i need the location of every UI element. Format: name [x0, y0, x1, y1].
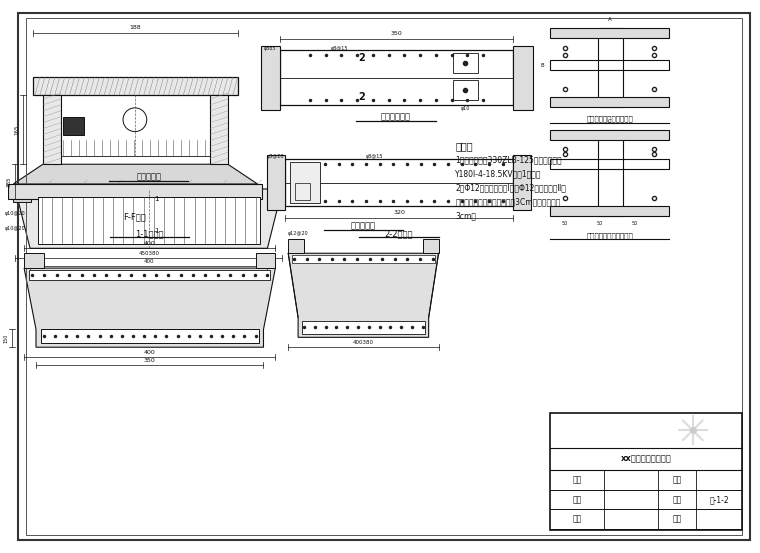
Text: 450380: 450380	[138, 251, 160, 255]
Text: 50: 50	[597, 221, 603, 226]
Text: φ10@20: φ10@20	[5, 211, 25, 216]
Bar	[550, 28, 669, 38]
Text: 385: 385	[7, 176, 12, 187]
Bar	[513, 45, 533, 110]
Bar	[13, 199, 31, 202]
Text: 400: 400	[144, 259, 154, 264]
Bar	[41, 330, 258, 343]
Text: xx灌溉站工程施工图: xx灌溉站工程施工图	[621, 455, 672, 463]
Bar	[255, 253, 275, 268]
Text: 电机层配筋图: 电机层配筋图	[381, 112, 411, 121]
Bar	[550, 97, 669, 107]
Bar	[290, 162, 320, 203]
Text: 2: 2	[358, 54, 365, 64]
Bar	[550, 159, 669, 169]
Text: 400: 400	[144, 349, 156, 354]
Text: 水泵室端部螺孔立位置图: 水泵室端部螺孔立位置图	[586, 232, 633, 239]
Text: 1、本工程安装330ZLB-125型轴流泵，配: 1、本工程安装330ZLB-125型轴流泵，配	[455, 156, 562, 165]
Polygon shape	[288, 253, 439, 337]
Text: Y180l-4-18.5KV电机1台套。: Y180l-4-18.5KV电机1台套。	[455, 170, 542, 179]
Text: 50: 50	[562, 221, 568, 226]
Text: A: A	[608, 17, 612, 22]
Text: F-F剖面: F-F剖面	[124, 212, 146, 221]
Text: 电机室端部螺孔立位置图: 电机室端部螺孔立位置图	[586, 116, 633, 122]
Text: 图号: 图号	[673, 495, 682, 504]
Bar	[295, 183, 310, 200]
Bar	[33, 77, 238, 95]
Text: B: B	[540, 63, 544, 68]
Text: 局长: 局长	[572, 475, 582, 484]
Text: 350: 350	[391, 31, 402, 36]
Bar	[454, 54, 478, 73]
Polygon shape	[24, 268, 275, 347]
Bar	[598, 129, 622, 216]
Text: 制图: 制图	[673, 475, 682, 484]
Bar	[62, 117, 84, 134]
Text: 165: 165	[14, 124, 20, 135]
Bar	[38, 197, 259, 244]
Text: 150: 150	[4, 333, 9, 343]
Text: 设计: 设计	[572, 515, 582, 524]
Text: 188: 188	[130, 25, 141, 30]
Bar	[43, 95, 61, 164]
Bar	[288, 239, 304, 253]
Bar	[550, 206, 669, 216]
Text: 1: 1	[154, 227, 159, 233]
Bar	[550, 414, 743, 530]
Text: φ885: φ885	[264, 46, 277, 51]
Text: 钢。钢筋保护层：水下部分为3Cm，水上部分为: 钢。钢筋保护层：水下部分为3Cm，水上部分为	[455, 197, 561, 206]
Text: φ10: φ10	[461, 106, 470, 111]
Text: 350: 350	[144, 358, 156, 363]
Text: 底板配筋图: 底板配筋图	[136, 173, 161, 181]
Text: φ8@15: φ8@15	[366, 154, 383, 159]
Bar	[24, 253, 44, 268]
Bar	[239, 199, 258, 202]
Polygon shape	[15, 189, 282, 248]
Text: 2、Φ12以下钢筋为级Ⅰ钢，Φ12以上钢筋为Ⅱ级: 2、Φ12以下钢筋为级Ⅰ钢，Φ12以上钢筋为Ⅱ级	[455, 184, 566, 192]
Bar	[261, 45, 280, 110]
Polygon shape	[13, 164, 258, 184]
Text: 审核: 审核	[572, 495, 582, 504]
Text: 1: 1	[154, 196, 159, 202]
Text: 2-2剖面图: 2-2剖面图	[385, 229, 413, 238]
Text: 400: 400	[144, 241, 156, 246]
Text: C: C	[608, 119, 612, 124]
Bar	[550, 129, 669, 139]
Bar	[302, 321, 425, 335]
Text: 320: 320	[393, 210, 405, 215]
Bar	[8, 184, 262, 199]
Text: 说明：: 说明：	[455, 142, 473, 152]
Text: 350: 350	[0, 295, 1, 305]
Bar	[513, 155, 530, 210]
Bar	[454, 80, 478, 100]
Bar	[285, 159, 513, 206]
Bar	[598, 28, 622, 107]
Text: 50: 50	[632, 221, 638, 226]
Text: 2: 2	[358, 92, 365, 102]
Bar	[210, 95, 228, 164]
Bar	[550, 60, 669, 70]
Bar	[423, 239, 439, 253]
Text: φ8@20: φ8@20	[267, 154, 284, 159]
Bar	[268, 155, 285, 210]
Text: 板-1-2: 板-1-2	[709, 495, 729, 504]
Text: 400380: 400380	[353, 340, 374, 345]
Text: φ8@15: φ8@15	[331, 46, 348, 51]
Bar	[29, 270, 271, 280]
Text: φ10@20: φ10@20	[5, 226, 25, 231]
Text: 底面配筋图: 底面配筋图	[351, 221, 376, 230]
Bar	[280, 50, 513, 105]
Bar	[292, 255, 435, 263]
Text: 3cm。: 3cm。	[455, 211, 477, 220]
Text: 1-1剖面图: 1-1剖面图	[135, 229, 164, 238]
Text: φ12@20: φ12@20	[288, 231, 309, 236]
Text: 日期: 日期	[673, 515, 682, 524]
